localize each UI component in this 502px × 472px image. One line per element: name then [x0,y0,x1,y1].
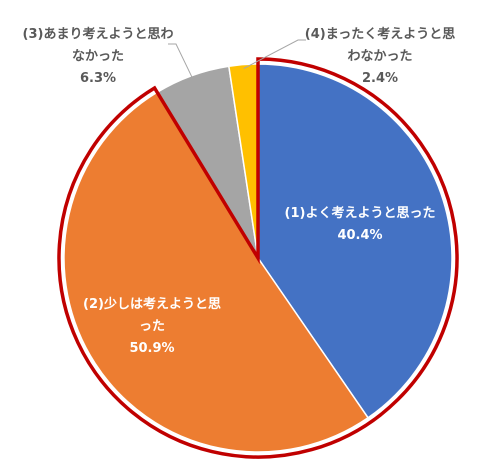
value-label: 6.3% [79,71,117,86]
value-label: 50.9% [129,341,175,356]
value-label: 2.4% [361,71,399,86]
data-label: (4)まったく考えようと思わなかった 2.4% [300,24,460,90]
leader-line [243,39,306,69]
category-name: (1)よく考えようと思った [284,206,436,221]
data-label: (2)少しは考えようと思った 50.9% [82,294,222,360]
pie-slice [257,63,453,419]
category-name: (2)少しは考えようと思った [83,297,221,334]
leader-line [168,43,194,80]
data-label: (1)よく考えようと思った 40.4% [270,203,450,247]
pie-slice [63,91,370,453]
category-name: (3)あまり考えようと思わなかった [22,27,174,64]
data-label: (3)あまり考えようと思わなかった 6.3% [18,24,178,90]
highlight-outline [57,57,459,459]
value-label: 40.4% [337,228,383,243]
category-name: (4)まったく考えようと思わなかった [304,27,456,64]
